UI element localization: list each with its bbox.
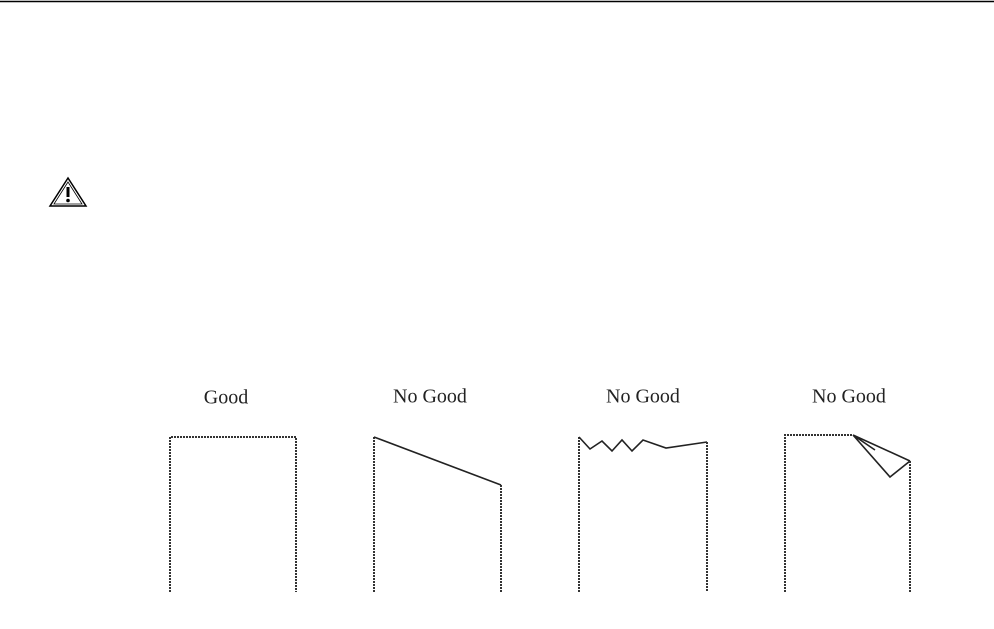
paper-good	[169, 436, 297, 592]
label: Good	[204, 387, 248, 409]
label: No Good	[393, 386, 467, 408]
warning-icon	[48, 176, 88, 207]
paper-folded	[784, 434, 911, 592]
paper-slanted	[373, 436, 502, 592]
label: No Good	[812, 386, 886, 408]
paper-jagged	[578, 436, 708, 592]
label: No Good	[606, 386, 680, 408]
